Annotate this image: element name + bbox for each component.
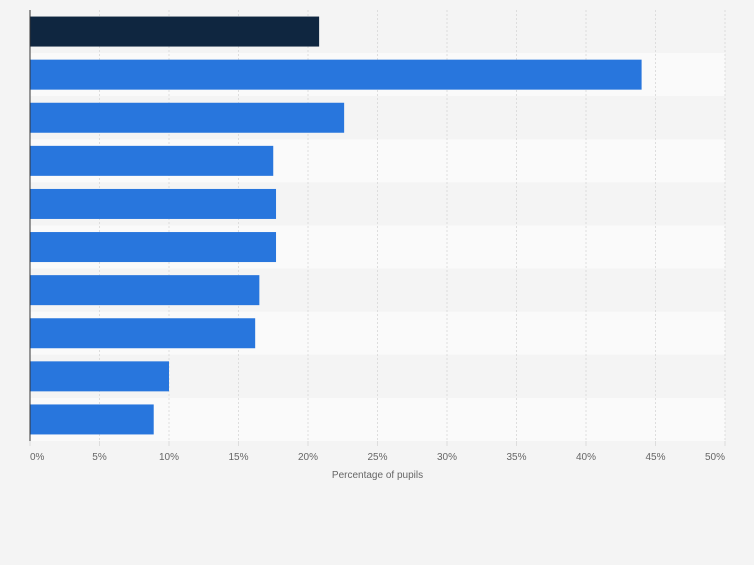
bar[interactable] [30, 404, 154, 435]
x-tick-label: 5% [92, 452, 107, 463]
x-tick-label: 50% [705, 452, 725, 463]
x-tick-label: 20% [298, 452, 318, 463]
bar[interactable] [30, 275, 260, 306]
bar[interactable] [30, 102, 345, 133]
bars [30, 16, 642, 435]
bar[interactable] [30, 59, 642, 90]
x-axis-ticks: 0% 5% 10% 15% 20% 25% 30% 35% 40% 45% 50% [29, 441, 726, 463]
x-tick-label: 40% [576, 452, 596, 463]
x-tick-label: 10% [159, 452, 179, 463]
bar[interactable] [30, 16, 320, 47]
x-tick-label: 30% [437, 452, 457, 463]
x-tick-label: 15% [228, 452, 248, 463]
bar[interactable] [30, 145, 274, 176]
bar[interactable] [30, 232, 277, 263]
bar[interactable] [30, 361, 169, 392]
x-axis-title: Percentage of pupils [331, 470, 424, 481]
x-tick-label: 0% [30, 452, 45, 463]
x-tick-label: 25% [367, 452, 387, 463]
bar[interactable] [30, 188, 277, 219]
x-tick-label: 35% [506, 452, 526, 463]
bar[interactable] [30, 318, 256, 349]
x-tick-label: 45% [645, 452, 665, 463]
